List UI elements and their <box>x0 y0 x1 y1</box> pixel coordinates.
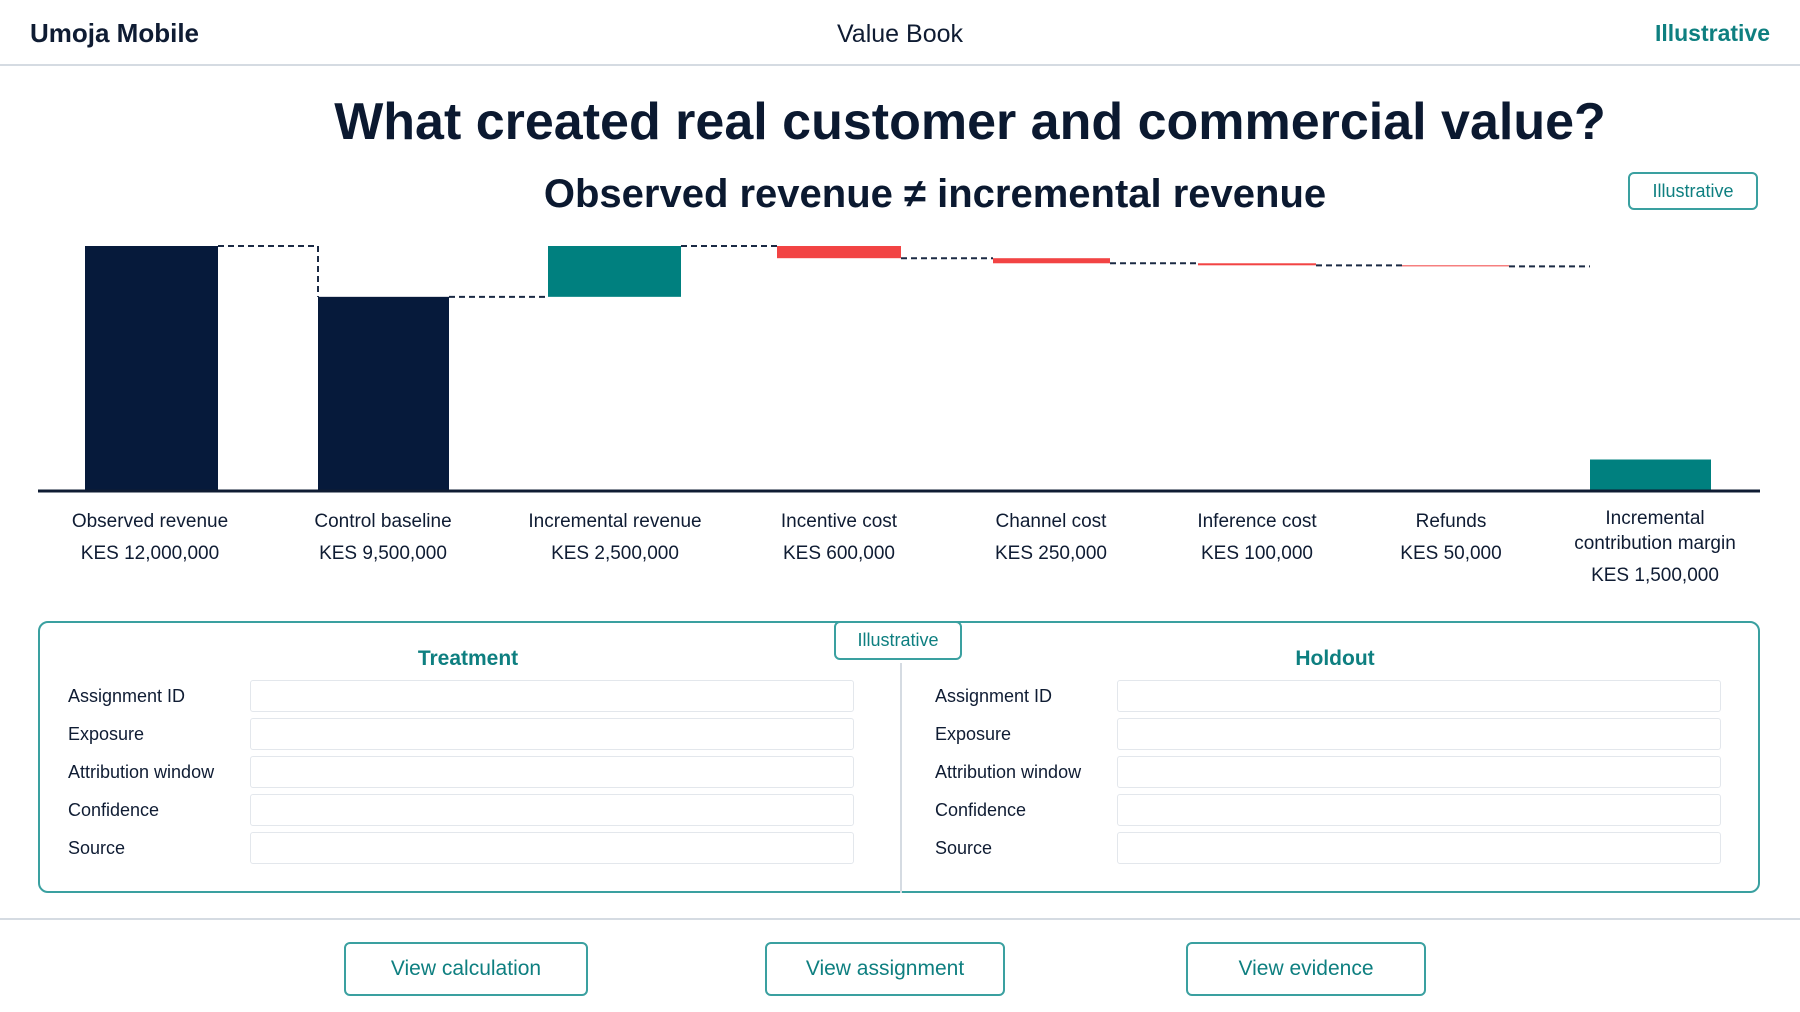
category-value: KES 50,000 <box>1400 543 1502 564</box>
treatment-row-confidence: Confidence <box>68 794 888 826</box>
illustrative-tag: Illustrative <box>1654 20 1770 46</box>
treatment-row-exposure: Exposure <box>68 718 888 750</box>
bottom-action-bar: View calculation View assignment View ev… <box>0 918 1800 1012</box>
category-label-1: Observed revenue KES 12,000,000 <box>50 509 250 566</box>
bar-8 <box>1590 459 1711 490</box>
category-label-6: Inference cost KES 100,000 <box>1157 509 1357 566</box>
treatment-title: Treatment <box>417 647 519 670</box>
holdout-label-assignment-id: Assignment ID <box>935 686 1053 706</box>
category-name: Incentive cost <box>780 511 898 532</box>
holdout-field-attribution-window[interactable] <box>1117 756 1721 788</box>
holdout-field-assignment-id[interactable] <box>1117 680 1721 712</box>
page-header-title: Value Book <box>836 20 963 48</box>
category-name: Incremental contribution margin <box>1574 508 1736 554</box>
category-name: Inference cost <box>1197 511 1317 532</box>
view-calculation-button[interactable]: View calculation <box>344 942 588 996</box>
treatment-label-confidence: Confidence <box>68 800 160 820</box>
treatment-row-source: Source <box>68 832 888 864</box>
page-title: What created real customer and commercia… <box>334 93 1606 151</box>
category-label-5: Channel cost KES 250,000 <box>951 509 1151 566</box>
holdout-label-attribution-window: Attribution window <box>935 762 1082 782</box>
waterfall-chart <box>38 245 1760 493</box>
holdout-row-attribution-window: Attribution window <box>935 756 1755 788</box>
treatment-field-confidence[interactable] <box>250 794 854 826</box>
category-label-7: Refunds KES 50,000 <box>1351 509 1551 566</box>
bar-4 <box>777 246 901 259</box>
category-value: KES 12,000,000 <box>80 543 220 564</box>
treatment-field-attribution-window[interactable] <box>250 756 854 788</box>
view-evidence-button[interactable]: View evidence <box>1186 942 1426 996</box>
bar-1 <box>85 246 218 490</box>
treatment-field-exposure[interactable] <box>250 718 854 750</box>
holdout-field-confidence[interactable] <box>1117 794 1721 826</box>
holdout-field-source[interactable] <box>1117 832 1721 864</box>
gap-box <box>218 246 318 490</box>
holdout-title: Holdout <box>1295 647 1375 670</box>
category-value: KES 1,500,000 <box>1591 565 1719 586</box>
bar-5 <box>993 258 1110 264</box>
treatment-label-assignment-id: Assignment ID <box>68 686 186 706</box>
treatment-label-exposure: Exposure <box>68 724 145 744</box>
treatment-label-attribution-window: Attribution window <box>68 762 215 782</box>
treatment-field-source[interactable] <box>250 832 854 864</box>
bar-7 <box>1402 265 1509 267</box>
holdout-label-exposure: Exposure <box>935 724 1012 744</box>
category-name: Channel cost <box>995 511 1107 532</box>
category-name: Control baseline <box>314 511 452 532</box>
treatment-row-assignment-id: Assignment ID <box>68 680 888 712</box>
treatment-label-source: Source <box>68 838 126 858</box>
holdout-row-source: Source <box>935 832 1755 864</box>
holdout-row-confidence: Confidence <box>935 794 1755 826</box>
view-assignment-button[interactable]: View assignment <box>765 942 1005 996</box>
holdout-row-exposure: Exposure <box>935 718 1755 750</box>
holdout-label-source: Source <box>935 838 993 858</box>
holdout-field-exposure[interactable] <box>1117 718 1721 750</box>
page-subtitle: Observed revenue ≠ incremental revenue <box>543 172 1327 216</box>
holdout-label-confidence: Confidence <box>935 800 1027 820</box>
category-value: KES 250,000 <box>995 543 1107 564</box>
category-value: KES 2,500,000 <box>551 543 679 564</box>
category-label-2: Control baseline KES 9,500,000 <box>283 509 483 566</box>
category-name: Refunds <box>1415 511 1487 532</box>
category-name: Incremental revenue <box>528 511 702 532</box>
category-value: KES 100,000 <box>1201 543 1313 564</box>
bar-3 <box>548 246 681 297</box>
category-label-4: Incentive cost KES 600,000 <box>739 509 939 566</box>
category-label-8: Incremental contribution margin KES 1,500… <box>1555 506 1755 588</box>
panel-divider <box>900 663 902 893</box>
treatment-row-attribution-window: Attribution window <box>68 756 888 788</box>
category-value: KES 600,000 <box>783 543 895 564</box>
bar-2 <box>318 296 449 490</box>
holdout-row-assignment-id: Assignment ID <box>935 680 1755 712</box>
brand-name: Umoja Mobile <box>30 18 200 48</box>
panel-illustrative-badge: Illustrative <box>834 621 962 660</box>
category-value: KES 9,500,000 <box>319 543 447 564</box>
category-name: Observed revenue <box>71 511 229 532</box>
comparison-panel: Treatment Assignment ID Exposure Attribu… <box>38 621 1760 893</box>
treatment-field-assignment-id[interactable] <box>250 680 854 712</box>
illustrative-badge: Illustrative <box>1628 172 1758 210</box>
category-label-3: Incremental revenue KES 2,500,000 <box>515 509 715 566</box>
top-bar: Umoja Mobile Value Book Illustrative <box>0 0 1800 66</box>
bar-6 <box>1198 263 1316 266</box>
